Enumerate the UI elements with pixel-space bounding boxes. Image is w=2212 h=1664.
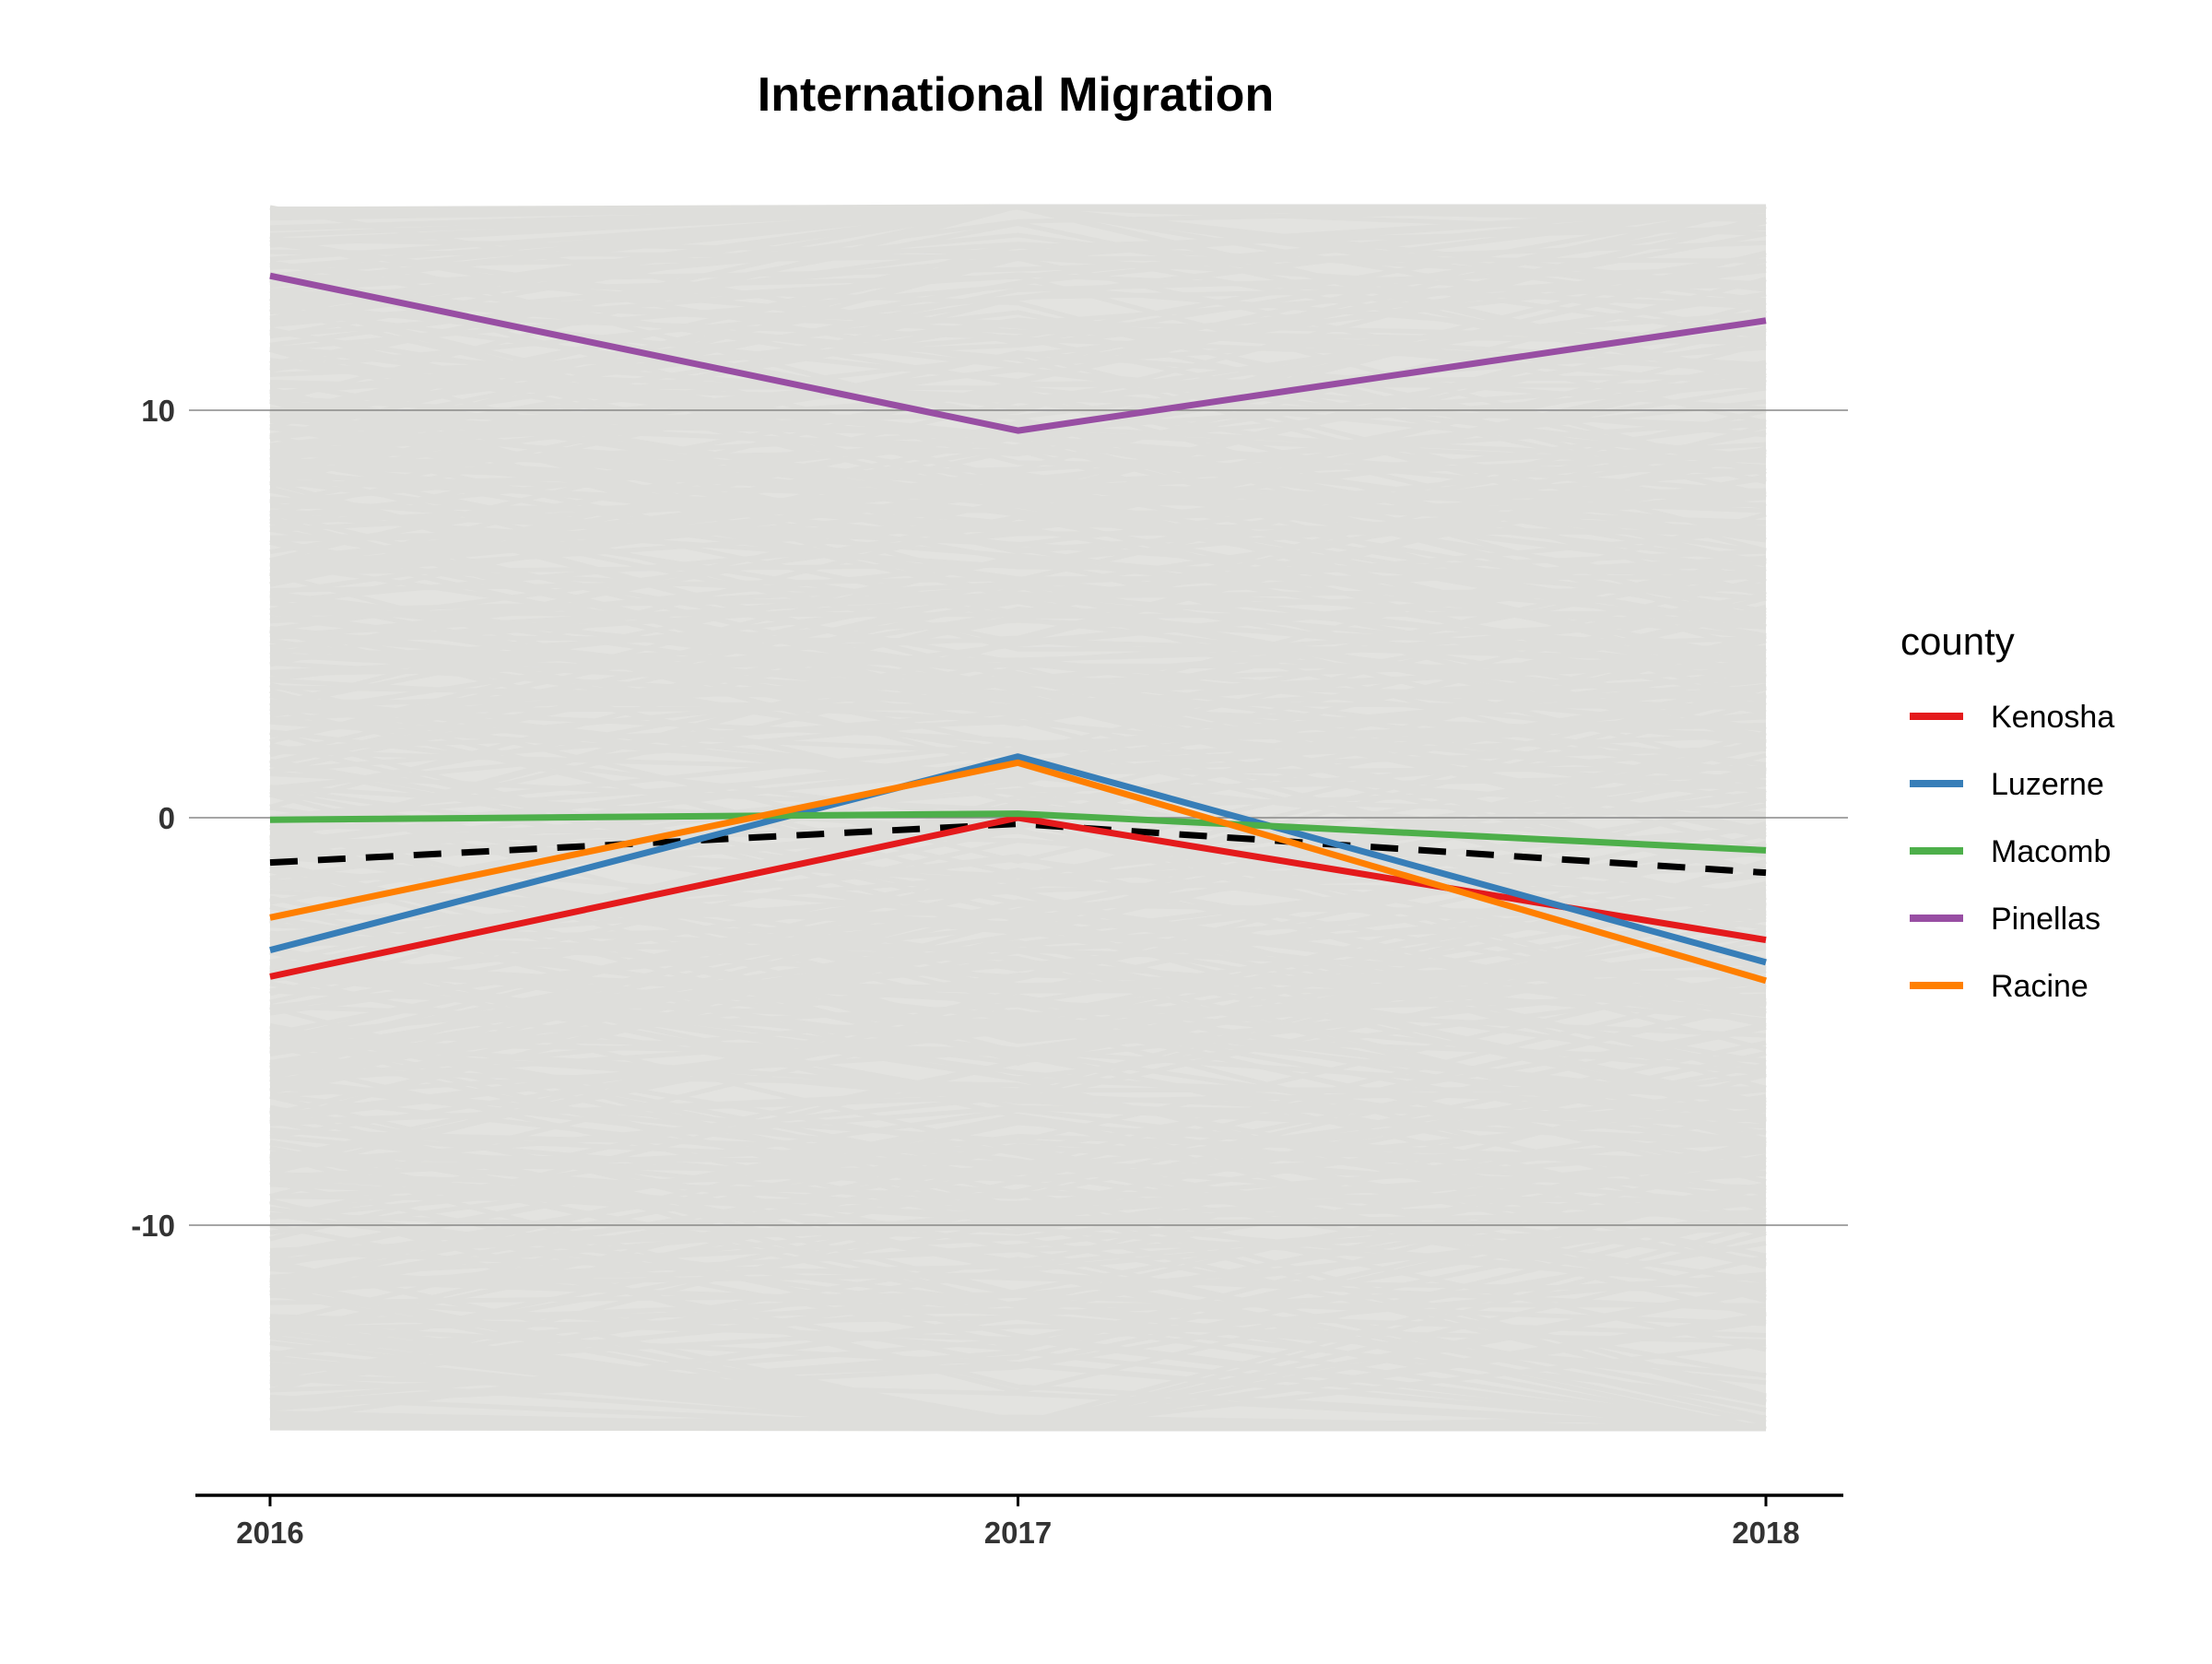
- legend-label: Kenosha: [1991, 700, 2114, 735]
- y-tick-label: 10: [141, 394, 175, 428]
- x-tick-label: 2016: [236, 1516, 303, 1550]
- mean-dashed-line: [269, 820, 1767, 877]
- legend: county Kenosha Luzerne Macomb Pinellas Racin…: [1900, 620, 2114, 1004]
- series-lines: [269, 272, 1767, 985]
- series-line-pinellas: [269, 272, 1767, 434]
- y-tick-label: -10: [131, 1209, 175, 1243]
- x-tick-label: 2017: [984, 1516, 1052, 1550]
- legend-title: county: [1900, 620, 2015, 663]
- axes: 2016 2017 2018: [195, 1493, 1843, 1550]
- series-line-kenosha: [269, 814, 1767, 980]
- series-line-racine: [269, 759, 1767, 985]
- series-line-macomb: [269, 810, 1767, 854]
- legend-label: Macomb: [1991, 834, 2111, 869]
- x-tick-label: 2018: [1732, 1516, 1799, 1550]
- y-tick-label: 0: [159, 801, 175, 835]
- legend-label: Pinellas: [1991, 902, 2100, 937]
- series-line-luzerne: [269, 753, 1767, 966]
- legend-label: Racine: [1991, 969, 2088, 1004]
- legend-label: Luzerne: [1991, 767, 2104, 802]
- chart-title: International Migration: [758, 68, 1274, 122]
